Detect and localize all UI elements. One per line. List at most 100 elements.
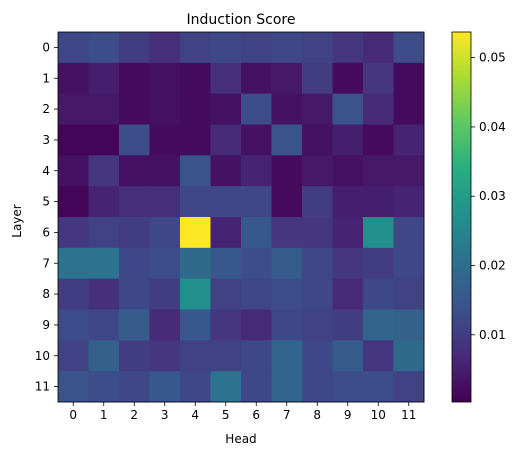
y-tick-label: 1 (42, 71, 50, 85)
heatmap-cell-r7-c8 (302, 247, 333, 280)
heatmap-cell-r1-c5 (210, 62, 242, 95)
heatmap-cell-r9-c8 (302, 309, 333, 341)
heatmap-cell-r3-c9 (332, 124, 364, 156)
heatmap-cell-r6-c1 (88, 217, 120, 249)
heatmap-cell-r8-c4 (180, 278, 211, 310)
heatmap-cell-r6-c4 (180, 217, 211, 249)
y-axis-label: Layer (10, 204, 24, 238)
heatmap-cell-r2-c5 (210, 93, 242, 125)
y-tick-label: 8 (42, 287, 50, 301)
heatmap-cell-r2-c2 (119, 93, 150, 125)
heatmap-cell-r8-c11 (393, 278, 425, 310)
heatmap-cell-r0-c1 (88, 32, 120, 64)
heatmap-cell-r4-c9 (332, 155, 364, 187)
heatmap-cell-r6-c2 (119, 217, 150, 249)
heatmap-cell-r11-c5 (210, 371, 242, 403)
heatmap-cell-r3-c4 (180, 124, 211, 156)
heatmap-cell-r9-c0 (58, 309, 89, 341)
heatmap-cell-r2-c10 (363, 93, 394, 125)
heatmap-cell-r9-c6 (241, 309, 272, 341)
heatmap-cell-r8-c6 (241, 278, 272, 310)
x-tick-label: 1 (100, 408, 108, 422)
heatmap-cell-r4-c5 (210, 155, 242, 187)
heatmap-cell-r4-c4 (180, 155, 211, 187)
heatmap-cell-r10-c4 (180, 340, 211, 372)
heatmap-cell-r0-c6 (241, 32, 272, 64)
heatmap-cell-r5-c5 (210, 186, 242, 218)
heatmap-cell-r10-c1 (88, 340, 120, 372)
heatmap-cell-r8-c8 (302, 278, 333, 310)
heatmap-cell-r11-c7 (271, 371, 303, 403)
heatmap-cell-r3-c8 (302, 124, 333, 156)
heatmap-cell-r4-c11 (393, 155, 425, 187)
x-tick-label: 7 (283, 408, 291, 422)
heatmap-cell-r4-c0 (58, 155, 89, 187)
heatmap-cell-r6-c5 (210, 217, 242, 249)
x-tick-label: 5 (222, 408, 230, 422)
heatmap-cell-r8-c10 (363, 278, 394, 310)
heatmap-cell-r1-c2 (119, 62, 150, 95)
heatmap-cell-r5-c3 (149, 186, 181, 218)
y-tick-label: 9 (42, 318, 50, 332)
colorbar-tick-label: 0.03 (479, 189, 506, 203)
heatmap-cell-r10-c6 (241, 340, 272, 372)
plot-frame (57, 31, 425, 403)
heatmap-cell-r9-c2 (119, 309, 150, 341)
heatmap-cell-r4-c1 (88, 155, 120, 187)
colorbar-tick-label: 0.04 (479, 120, 506, 134)
heatmap-cell-r8-c9 (332, 278, 364, 310)
x-tick-label: 0 (69, 408, 77, 422)
heatmap-cell-r5-c11 (393, 186, 425, 218)
y-tick-label: 10 (35, 349, 50, 363)
heatmap-cell-r5-c9 (332, 186, 364, 218)
heatmap-cell-r0-c5 (210, 32, 242, 64)
heatmap-cell-r2-c6 (241, 93, 272, 125)
heatmap-cell-r3-c7 (271, 124, 303, 156)
heatmap-cell-r1-c9 (332, 62, 364, 95)
heatmap-cell-r0-c8 (302, 32, 333, 64)
x-axis-label: Head (225, 432, 256, 446)
heatmap-cell-r11-c2 (119, 371, 150, 403)
heatmap-cell-r1-c8 (302, 62, 333, 95)
heatmap-cell-r8-c5 (210, 278, 242, 310)
heatmap-cell-r9-c5 (210, 309, 242, 341)
heatmap-cell-r6-c10 (363, 217, 394, 249)
heatmap-cell-r5-c7 (271, 186, 303, 218)
heatmap-cell-r2-c11 (393, 93, 425, 125)
heatmap-cell-r0-c10 (363, 32, 394, 64)
heatmap-cell-r8-c0 (58, 278, 89, 310)
x-tick-label: 8 (313, 408, 321, 422)
heatmap-cell-r1-c7 (271, 62, 303, 95)
heatmap-cell-r4-c7 (271, 155, 303, 187)
heatmap-cell-r1-c6 (241, 62, 272, 95)
y-tick-label: 6 (42, 225, 50, 239)
heatmap-cell-r3-c11 (393, 124, 425, 156)
heatmap-cell-r0-c7 (271, 32, 303, 64)
y-tick-label: 7 (42, 256, 50, 270)
heatmap-cell-r7-c2 (119, 247, 150, 280)
x-tick-label: 2 (130, 408, 138, 422)
y-tick-label: 4 (42, 164, 50, 178)
heatmap-cell-r6-c3 (149, 217, 181, 249)
heatmap-cell-r5-c1 (88, 186, 120, 218)
heatmap-cell-r0-c2 (119, 32, 150, 64)
heatmap-cell-r8-c2 (119, 278, 150, 310)
heatmap-cell-r11-c8 (302, 371, 333, 403)
heatmap-cell-r10-c9 (332, 340, 364, 372)
colorbar-gradient (451, 31, 472, 403)
heatmap-cell-r9-c1 (88, 309, 120, 341)
x-tick-label: 3 (161, 408, 169, 422)
heatmap-cell-r2-c3 (149, 93, 181, 125)
heatmap-cell-r9-c9 (332, 309, 364, 341)
heatmap-cell-r10-c0 (58, 340, 89, 372)
heatmap-cell-r0-c9 (332, 32, 364, 64)
heatmap-cell-r9-c10 (363, 309, 394, 341)
heatmap-cell-r1-c4 (180, 62, 211, 95)
y-tick-label: 3 (42, 133, 50, 147)
heatmap-cell-r4-c3 (149, 155, 181, 187)
heatmap-cell-r3-c3 (149, 124, 181, 156)
heatmap-cell-r0-c0 (58, 32, 89, 64)
colorbar-tick-label: 0.02 (479, 259, 506, 273)
x-axis-ticks: 0 1 2 3 4 5 6 7 8 9 10 11 (69, 402, 416, 422)
heatmap-cell-r2-c8 (302, 93, 333, 125)
